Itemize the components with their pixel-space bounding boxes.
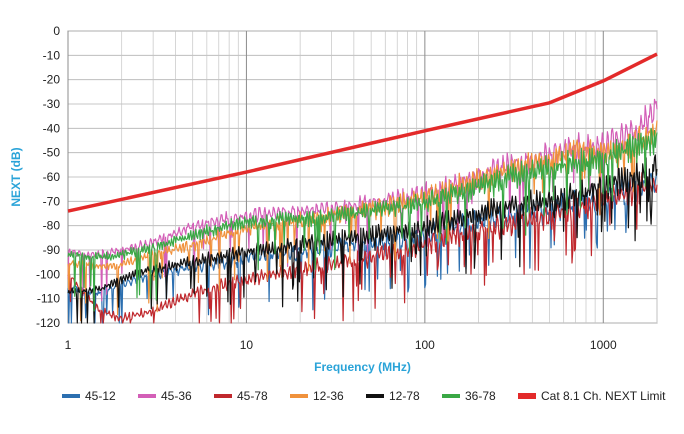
y-tick-label: -30 <box>43 97 61 111</box>
y-tick-label: -90 <box>43 243 61 257</box>
y-tick-label: -10 <box>43 48 61 62</box>
legend-item: 12-36 <box>290 385 344 407</box>
y-tick-label: -50 <box>43 146 61 160</box>
y-tick-label: -60 <box>43 170 61 184</box>
legend-item: 45-78 <box>214 385 268 407</box>
y-axis-title: NEXT (dB) <box>9 147 23 206</box>
x-tick-label: 1000 <box>590 338 617 352</box>
chart-legend: 45-12 45-36 45-78 12-36 12-78 36-78 Cat 8.1 Ch… <box>0 385 684 407</box>
legend-label: 12-78 <box>389 389 420 403</box>
x-tick-label: 1 <box>65 338 72 352</box>
legend-item: 45-12 <box>62 385 116 407</box>
legend-item: 36-78 <box>442 385 496 407</box>
x-axis-title: Frequency (MHz) <box>314 360 411 374</box>
legend-swatch <box>62 394 80 398</box>
x-tick-label: 100 <box>415 338 435 352</box>
legend-swatch <box>442 394 460 398</box>
legend-label: 12-36 <box>313 389 344 403</box>
legend-item: Cat 8.1 Ch. NEXT Limit <box>518 385 666 407</box>
series-line-45-78 <box>67 172 658 324</box>
legend-swatch <box>518 393 536 399</box>
series-line-cat-8-1-ch-next-limit <box>67 52 658 213</box>
tick-labels: 0 -10 -20 -30 -40 -50 -60 -70 -80 -90 -100 -110 -120… <box>36 24 617 352</box>
legend-label: Cat 8.1 Ch. NEXT Limit <box>541 389 666 403</box>
y-tick-label: 0 <box>53 24 60 38</box>
legend-swatch <box>214 394 232 398</box>
y-tick-label: -110 <box>37 292 60 306</box>
legend-label: 45-36 <box>161 389 192 403</box>
series-line-36-78 <box>67 127 658 312</box>
y-tick-label: -120 <box>36 316 60 330</box>
y-tick-label: -40 <box>43 121 61 135</box>
legend-label: 36-78 <box>465 389 496 403</box>
y-tick-label: -20 <box>43 73 61 87</box>
series-line-12-36 <box>67 120 658 322</box>
series-layer <box>67 52 658 324</box>
legend-item: 45-36 <box>138 385 192 407</box>
y-tick-label: -70 <box>43 194 61 208</box>
legend-label: 45-78 <box>237 389 268 403</box>
legend-swatch <box>138 394 156 398</box>
series-line-12-78 <box>67 154 658 324</box>
legend-swatch <box>290 394 308 398</box>
y-tick-label: -80 <box>43 219 61 233</box>
legend-swatch <box>366 394 384 398</box>
x-tick-label: 10 <box>240 338 254 352</box>
y-tick-label: -100 <box>36 267 60 281</box>
legend-label: 45-12 <box>85 389 116 403</box>
legend-item: 12-78 <box>366 385 420 407</box>
